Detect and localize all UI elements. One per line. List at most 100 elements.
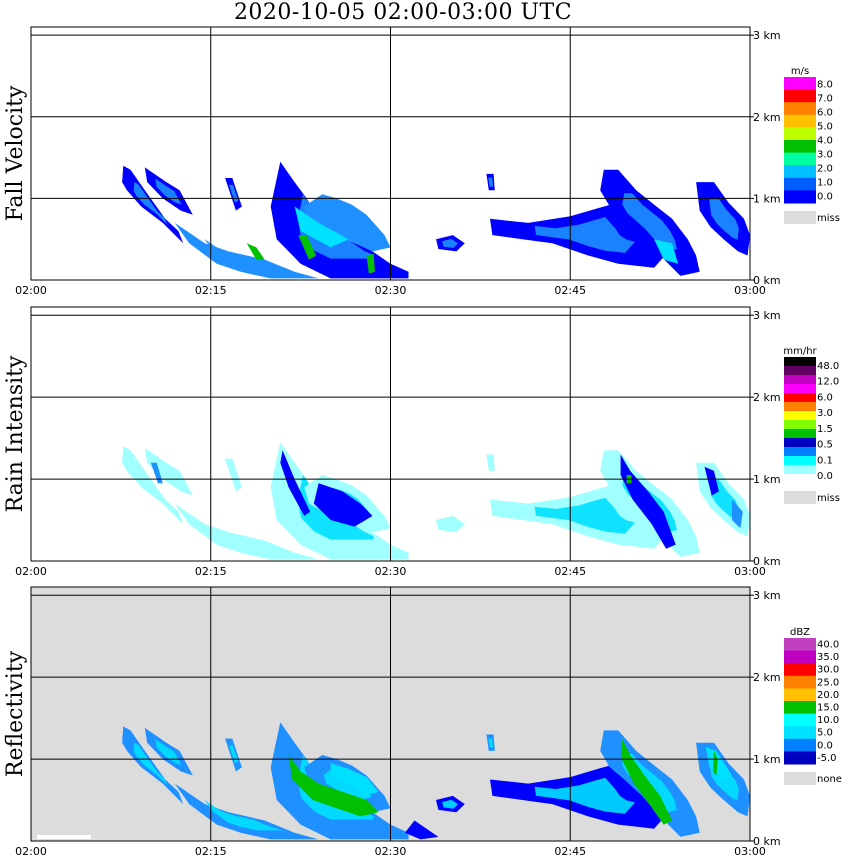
- time-tick-label: 02:30: [375, 284, 407, 297]
- colorbar-tick-label: 1.0: [817, 178, 833, 189]
- colorbar-missing-swatch: [784, 211, 816, 224]
- colorbar-missing-label: none: [817, 774, 842, 785]
- time-tick-label: 02:45: [554, 565, 586, 578]
- colorbar-band: [784, 357, 816, 367]
- height-tick-label: 2 km: [753, 391, 781, 404]
- panel-label: Fall Velocity: [3, 85, 28, 221]
- colorbar-tick-label: -5.0: [817, 753, 837, 764]
- time-tick-label: 02:00: [15, 565, 47, 578]
- colorbar-tick-label: 0.5: [817, 440, 833, 451]
- colorbar-band: [784, 102, 816, 116]
- colorbar-tick-label: 5.0: [817, 122, 833, 133]
- colorbar-band: [784, 688, 816, 702]
- colorbar-band: [784, 152, 816, 166]
- echo-cell-core: [709, 199, 739, 240]
- colorbar-band: [784, 89, 816, 103]
- echo-cell: [225, 458, 242, 492]
- colorbar-band: [784, 456, 816, 466]
- colorbar-band: [784, 375, 816, 385]
- colorbar-tick-label: 3.0: [817, 150, 833, 161]
- echo-cell: [486, 454, 495, 471]
- echo-core: [704, 466, 719, 496]
- colorbar-band: [784, 650, 816, 664]
- plot-frame: [30, 586, 751, 842]
- height-tick-label: 1 km: [753, 473, 781, 486]
- echo-cell: [270, 442, 409, 560]
- colorbar: dBZ 40.0 35.0 30.025.0 20.015.0 10.0 5.00.0 -5.…: [784, 627, 842, 785]
- panel-fall-velocity: 02:00 02:15 02:30 02:45 03:000 km 1 km 2 km 3 k…: [3, 26, 840, 297]
- height-tick-label: 2 km: [753, 671, 781, 684]
- colorbar-missing-label: miss: [817, 213, 840, 224]
- echo-core: [150, 462, 163, 484]
- height-tick-label: 0 km: [753, 274, 781, 287]
- colorbar-band: [784, 190, 816, 204]
- colorbar-band: [784, 438, 816, 448]
- echo-cell-core: [534, 497, 635, 534]
- colorbar: m/s 8.0 7.0 6.0 5.0 4.0 3.0 2.0 1.0 0.0 miss: [784, 66, 840, 224]
- time-tick-label: 02:15: [195, 284, 227, 297]
- echo-cell: [122, 446, 184, 525]
- colorbar-band: [784, 140, 816, 154]
- colorbar-band: [784, 675, 816, 689]
- colorbar-band: [784, 663, 816, 677]
- echo-cell-core: [204, 799, 284, 831]
- height-tick-label: 3 km: [753, 589, 781, 602]
- echo-cell-core: [534, 217, 635, 253]
- echo-cell-core: [534, 777, 635, 814]
- time-tick-label: 03:00: [734, 845, 766, 858]
- echo-core: [313, 483, 373, 527]
- echo-core: [621, 738, 673, 825]
- colorbar-tick-label: 40.0: [817, 639, 839, 650]
- colorbar-band: [784, 429, 816, 439]
- colorbar-tick-label: 12.0: [817, 377, 839, 388]
- time-tick-label: 02:15: [195, 845, 227, 858]
- panel-reflectivity: 02:00 02:15 02:30 02:45 03:000 km 1 km 2 km 3 k…: [3, 586, 842, 858]
- height-tick-label: 0 km: [753, 835, 781, 848]
- data-cells: [122, 722, 750, 840]
- echo-core: [654, 239, 679, 264]
- echo-cell: [174, 222, 319, 279]
- echo-core: [712, 750, 718, 776]
- colorbar-band: [784, 713, 816, 727]
- echo-cell: [144, 447, 193, 496]
- time-tick-label: 02:00: [15, 845, 47, 858]
- echo-core: [246, 243, 265, 260]
- colorbar-band: [784, 77, 816, 91]
- colorbar-tick-label: 15.0: [817, 702, 839, 713]
- colorbar-unit: dBZ: [790, 627, 810, 638]
- time-tick-label: 03:00: [734, 284, 766, 297]
- colorbar-band: [784, 420, 816, 430]
- echo-core: [366, 253, 375, 274]
- colorbar-band: [784, 738, 816, 752]
- colorbar-tick-label: 3.0: [817, 408, 833, 419]
- height-tick-label: 2 km: [753, 111, 781, 124]
- colorbar-tick-label: 2.0: [817, 164, 833, 175]
- colorbar-tick-label: 6.0: [817, 108, 833, 119]
- colorbar-tick-label: 20.0: [817, 690, 839, 701]
- echo-cell: [174, 503, 319, 560]
- colorbar-band: [784, 393, 816, 403]
- panel-label: Reflectivity: [3, 650, 28, 777]
- colorbar-missing-swatch: [784, 491, 816, 504]
- echo-core: [705, 746, 732, 780]
- time-tick-label: 02:15: [195, 565, 227, 578]
- colorbar-band: [784, 366, 816, 376]
- colorbar-missing-swatch: [784, 772, 816, 785]
- height-tick-label: 0 km: [753, 555, 781, 568]
- echo-cell: [436, 515, 465, 533]
- echo-core: [280, 450, 311, 516]
- colorbar-tick-label: 7.0: [817, 94, 833, 105]
- colorbar-band: [784, 726, 816, 740]
- colorbar-band: [784, 165, 816, 179]
- colorbar-tick-label: 0.0: [817, 192, 833, 203]
- colorbar-band: [784, 751, 816, 765]
- colorbar-tick-label: 1.5: [817, 424, 833, 435]
- echo-core: [732, 499, 743, 529]
- echo-cell-core: [323, 207, 372, 239]
- colorbar-tick-label: 30.0: [817, 665, 839, 676]
- colorbar-tick-label: 6.0: [817, 392, 833, 403]
- echo-cell-core: [297, 194, 374, 259]
- echo-cell-core: [488, 738, 493, 748]
- echo-cell-core: [297, 475, 374, 540]
